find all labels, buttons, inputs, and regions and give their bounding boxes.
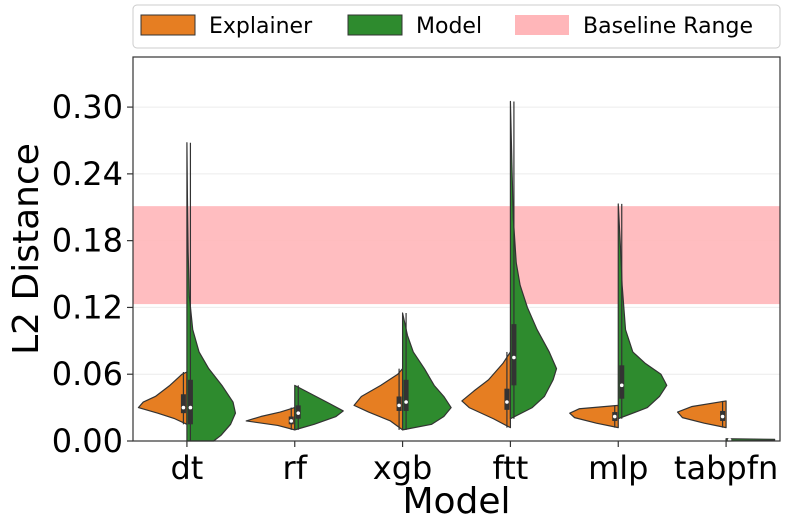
violin-median-marker (296, 411, 301, 415)
x-tick-label: xgb (373, 449, 433, 487)
x-tick-label: dt (170, 449, 203, 487)
violin-median-marker (505, 400, 509, 404)
violin-model-dt (186, 142, 237, 442)
baseline-range-band (133, 206, 780, 305)
violin-explainer-xgb (353, 368, 404, 431)
violin-explainer-tabpfn (676, 400, 727, 429)
violin-median-marker (619, 383, 624, 388)
violin-median-marker (512, 355, 516, 360)
x-axis-ticks: dt rf xgb ftt mlp tabpfn (170, 441, 778, 487)
x-tick-label: ftt (493, 449, 529, 487)
y-axis-ticks: 0.00 0.06 0.12 0.18 0.24 0.30 (52, 88, 133, 460)
violin-median-marker (612, 414, 617, 419)
violin-median-marker (397, 403, 401, 408)
violin-explainer-dt (137, 371, 188, 425)
y-tick-label: 0.24 (52, 155, 123, 193)
legend-label-model: Model (416, 14, 482, 39)
violin-model-mlp (617, 203, 668, 420)
legend-swatch-model (347, 14, 403, 36)
violin-model-rf (294, 384, 344, 431)
y-tick-label: 0.12 (52, 288, 123, 326)
y-axis-label: L2 Distance (6, 143, 47, 355)
violin-quartile-box (619, 365, 625, 399)
violin-model-ftt (509, 100, 558, 420)
violin-median-marker (181, 405, 186, 410)
legend-label-explainer: Explainer (209, 14, 313, 39)
legend-label-baseline-range: Baseline Range (583, 14, 753, 39)
y-tick-label: 0.30 (52, 88, 123, 126)
violin-quartile-box (180, 394, 186, 414)
plot-frame (132, 56, 781, 442)
violin-median-marker (404, 400, 408, 404)
legend-swatch-explainer (140, 14, 196, 36)
y-tick-label: 0.18 (52, 222, 123, 260)
violin-median-marker (720, 414, 725, 419)
y-tick-label: 0.06 (52, 355, 123, 393)
violin-median-marker (289, 419, 294, 423)
violin-explainer-ftt (461, 351, 512, 429)
x-tick-label: rf (283, 449, 308, 487)
violin-plots (137, 100, 776, 442)
violin-quartile-box (511, 324, 517, 386)
violin-quartile-box (403, 379, 409, 411)
y-tick-label: 0.00 (52, 422, 123, 460)
violin-quartile-box (187, 379, 193, 425)
violin-quartile-box (504, 388, 510, 410)
x-tick-label: tabpfn (674, 449, 778, 487)
legend-frame (132, 4, 781, 49)
legend-swatch-baseline-range (515, 15, 569, 35)
x-axis-label: Model (402, 481, 510, 522)
legend: Explainer Model Baseline Range (132, 4, 781, 49)
x-tick-label: mlp (588, 449, 648, 487)
violin-median-marker (188, 405, 193, 410)
